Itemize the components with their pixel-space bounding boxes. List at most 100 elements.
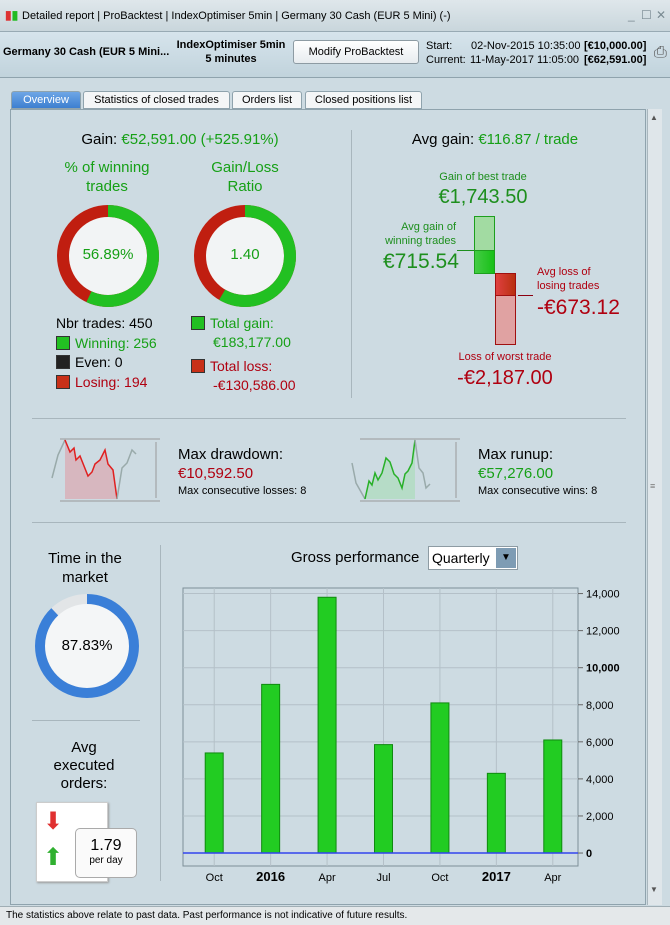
worst-trade-bar: [495, 295, 516, 345]
chevron-down-icon[interactable]: ▼: [496, 548, 516, 568]
start-date: 02-Nov-2015 10:35:00: [471, 40, 581, 52]
gain-value: €52,591.00 (+525.91%): [121, 131, 279, 148]
close-button[interactable]: ✕: [656, 8, 667, 22]
y-tick-label: 8,000: [586, 700, 614, 712]
x-tick-label: 2016: [256, 869, 285, 884]
title-bar: ▮▮ Detailed report | ProBacktest | Index…: [0, 0, 670, 32]
chart-title: Gross performance: [291, 549, 420, 566]
bar-2016: [261, 683, 281, 854]
total-loss-value: -€130,586.00: [213, 377, 296, 393]
gain-arc: [194, 205, 296, 307]
worst-trade-value: -€2,187.00: [457, 367, 553, 389]
arrow-up-icon: ⬆: [43, 844, 64, 871]
gain-label: Gain:: [81, 131, 118, 148]
worst-trade-label: Loss of worst trade: [458, 351, 552, 363]
winning-title-2: trades: [86, 178, 128, 195]
gain-loss-totals: Total gain: €183,177.00 Total loss: -€13…: [191, 314, 296, 395]
gain-summary: Gain: €52,591.00 (+525.91%): [40, 131, 320, 148]
modify-probacktest-button[interactable]: Modify ProBacktest: [293, 40, 419, 64]
x-tick-label: Oct: [206, 872, 223, 884]
y-tick-label: 10,000: [586, 663, 620, 675]
bar-apr: [317, 596, 337, 854]
avg-loss-bar: [495, 273, 516, 296]
avg-win-arrow: [457, 250, 474, 251]
best-trade-value: €1,743.50: [438, 186, 528, 208]
time-in-market-percent: 87.83%: [61, 637, 113, 654]
instrument-name: Germany 30 Cash (EUR 5 Mini...: [3, 46, 170, 58]
gross-performance-chart: 0 2,000 4,000 6,000 8,000 10,000 12,000 14,000 O…: [182, 587, 620, 884]
window-title: Detailed report | ProBacktest | IndexOpt…: [22, 10, 451, 22]
avg-orders-title: Avg executed orders:: [25, 739, 143, 793]
x-tick-label: Apr: [544, 872, 561, 884]
winning-donut: [57, 205, 159, 307]
max-drawdown-label: Max drawdown:: [178, 446, 284, 463]
bar-oct: [204, 752, 224, 854]
winning-title: % of winning trades: [42, 158, 172, 196]
tab-overview[interactable]: Overview: [11, 91, 81, 109]
y-tick-label: 2,000: [586, 811, 614, 823]
tab-closed-positions[interactable]: Closed positions list: [305, 91, 422, 109]
avg-win-label-2: winning trades: [385, 235, 456, 247]
losing-swatch: [56, 374, 70, 389]
avg-loss-label-1: Avg loss of: [537, 266, 591, 278]
max-runup-label: Max runup:: [478, 446, 554, 463]
candlestick-icon: ▮▮: [5, 8, 19, 22]
runup-sparkline: [351, 438, 460, 502]
total-gain-label: Total gain:: [210, 315, 274, 331]
start-capital: [€10,000.00]: [584, 40, 647, 52]
avg-win-value: €715.54: [383, 250, 459, 273]
divider: [32, 720, 140, 721]
x-tick-label: Jul: [376, 872, 390, 884]
time-in-market-donut: [35, 594, 139, 698]
ratio-value: 1.40: [230, 246, 260, 263]
footer-disclaimer: The statistics above relate to past data…: [0, 906, 670, 925]
trade-counts: Nbr trades: 450 Winning: 256 Even: 0 Los…: [56, 314, 157, 392]
ratio-title: Gain/Loss Ratio: [180, 158, 310, 196]
time-in-market-title: Time in the market: [25, 549, 145, 587]
maximize-button[interactable]: ☐: [641, 8, 652, 22]
bar-jul: [374, 744, 393, 854]
avg-loss-arrow: [518, 295, 533, 296]
divider: [32, 522, 626, 523]
bar-apr: [543, 739, 563, 854]
x-tick-label: 2017: [482, 869, 511, 884]
current-capital: [€62,591.00]: [584, 54, 647, 66]
even-count: Even: 0: [75, 354, 123, 370]
avg-orders-title-3: orders:: [60, 775, 108, 792]
nbr-trades: Nbr trades: 450: [56, 315, 153, 331]
avg-loss-value: -€673.12: [537, 296, 620, 319]
avg-gain-label: Avg gain:: [411, 131, 475, 148]
system-name: IndexOptimiser 5min: [176, 39, 286, 51]
ratio-title-2: Ratio: [227, 178, 263, 195]
avg-win-label: Avg gain of winning trades: [378, 220, 456, 248]
tab-orders[interactable]: Orders list: [232, 91, 302, 109]
orders-per-day-box: 1.79 per day: [75, 828, 137, 878]
header: Germany 30 Cash (EUR 5 Mini... IndexOpti…: [0, 32, 670, 78]
avg-loss-label: Avg loss of losing trades: [537, 265, 599, 293]
y-tick-label: 6,000: [586, 737, 614, 749]
avg-loss-label-2: losing trades: [537, 280, 600, 292]
current-date: 11-May-2017 11:05:00: [470, 54, 580, 66]
arrow-down-icon: ⬇: [43, 808, 64, 835]
total-gain-swatch: [191, 316, 205, 330]
total-loss-label: Total loss:: [210, 358, 273, 374]
total-loss-swatch: [191, 359, 205, 373]
divider: [351, 130, 352, 398]
time-in-market-title-2: market: [62, 569, 108, 586]
best-trade-label: Gain of best trade: [439, 171, 527, 183]
drawdown-sparkline: [51, 438, 160, 502]
avg-orders-title-2: executed: [53, 757, 115, 774]
minimize-button[interactable]: _: [628, 8, 635, 22]
winning-swatch: [56, 335, 70, 350]
scrollbar[interactable]: ▲ ≡ ▼: [647, 109, 662, 905]
avg-win-bar: [474, 250, 495, 274]
max-drawdown-value: €10,592.50: [178, 465, 254, 482]
tab-statistics[interactable]: Statistics of closed trades: [83, 91, 230, 109]
y-tick-label: 14,000: [586, 589, 620, 601]
orders-per-day-unit: per day: [89, 855, 123, 866]
period-select[interactable]: Quarterly ▼: [428, 546, 518, 570]
total-gain-value: €183,177.00: [213, 334, 291, 350]
winning-count: Winning: 256: [75, 334, 157, 351]
bar-2017: [486, 772, 506, 854]
print-icon[interactable]: ⎙: [654, 44, 667, 61]
